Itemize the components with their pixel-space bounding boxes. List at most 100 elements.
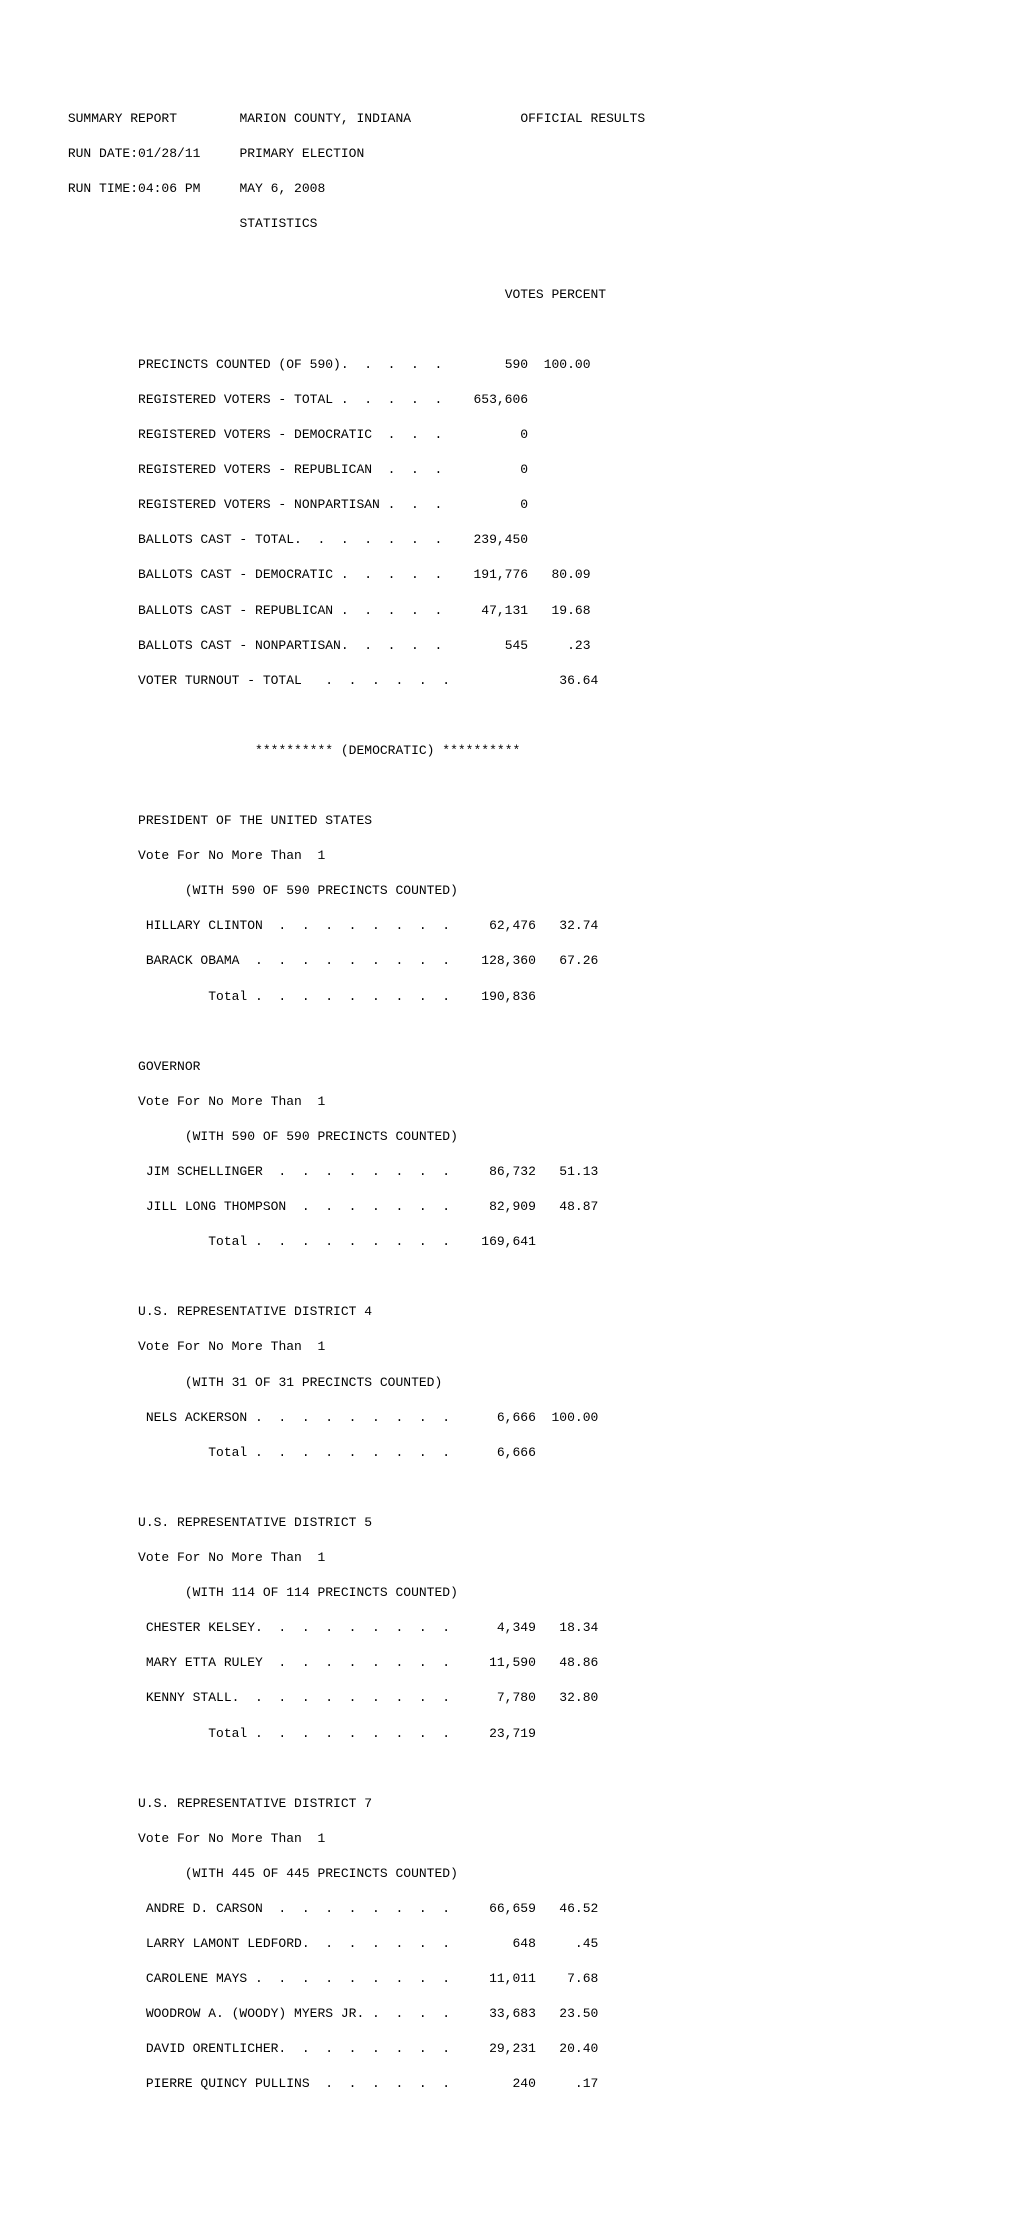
header-line-1: SUMMARY REPORT MARION COUNTY, INDIANA OF…: [60, 110, 960, 128]
kelsey-votes: 4,349: [497, 1620, 536, 1635]
orentlicher-pct: 20.40: [559, 2041, 598, 2056]
race-precincts: (WITH 31 OF 31 PRECINCTS COUNTED): [60, 1374, 960, 1392]
dist4-title: U.S. REPRESENTATIVE DISTRICT 4: [138, 1304, 372, 1319]
race-vote-for: Vote For No More Than 1: [60, 847, 960, 865]
race-vote-for: Vote For No More Than 1: [60, 1093, 960, 1111]
election-date-label: MAY 6, 2008: [239, 181, 325, 196]
dist4-vote-for: Vote For No More Than 1: [138, 1339, 325, 1354]
party-divider-text: ********** (DEMOCRATIC) **********: [255, 743, 520, 758]
schellinger-votes: 86,732: [489, 1164, 536, 1179]
orentlicher-votes: 29,231: [489, 2041, 536, 2056]
ackerson-votes: 6,666: [497, 1410, 536, 1425]
cast-dem-pct: 80.09: [551, 567, 590, 582]
myers-votes: 33,683: [489, 2006, 536, 2021]
stat-row: REGISTERED VOTERS - REPUBLICAN . . . 0: [60, 461, 960, 479]
president-vote-for: Vote For No More Than 1: [138, 848, 325, 863]
ruley-pct: 48.86: [559, 1655, 598, 1670]
candidate-row: WOODROW A. (WOODY) MYERS JR. . . . . 33,…: [60, 2005, 960, 2023]
candidate-row: JILL LONG THOMPSON . . . . . . . 82,909 …: [60, 1198, 960, 1216]
race-title: U.S. REPRESENTATIVE DISTRICT 5: [60, 1514, 960, 1532]
blank: [60, 1479, 960, 1497]
dist7-title: U.S. REPRESENTATIVE DISTRICT 7: [138, 1796, 372, 1811]
dist7-precincts: (WITH 445 OF 445 PRECINCTS COUNTED): [185, 1866, 458, 1881]
dist5-vote-for: Vote For No More Than 1: [138, 1550, 325, 1565]
cast-rep-votes: 47,131: [481, 603, 528, 618]
governor-total-votes: 169,641: [481, 1234, 536, 1249]
governor-vote-for: Vote For No More Than 1: [138, 1094, 325, 1109]
candidate-row: PIERRE QUINCY PULLINS . . . . . . 240 .1…: [60, 2075, 960, 2093]
summary-report-label: SUMMARY REPORT: [68, 111, 177, 126]
stat-row: BALLOTS CAST - REPUBLICAN . . . . . 47,1…: [60, 602, 960, 620]
race-vote-for: Vote For No More Than 1: [60, 1549, 960, 1567]
race-vote-for: Vote For No More Than 1: [60, 1338, 960, 1356]
header-line-4: STATISTICS: [60, 215, 960, 233]
reg-dem-votes: 0: [520, 427, 528, 442]
thompson-votes: 82,909: [489, 1199, 536, 1214]
race-precincts: (WITH 114 OF 114 PRECINCTS COUNTED): [60, 1584, 960, 1602]
dist4-precincts: (WITH 31 OF 31 PRECINCTS COUNTED): [185, 1375, 442, 1390]
president-precincts: (WITH 590 OF 590 PRECINCTS COUNTED): [185, 883, 458, 898]
candidate-row: NELS ACKERSON . . . . . . . . . 6,666 10…: [60, 1409, 960, 1427]
carson-votes: 66,659: [489, 1901, 536, 1916]
official-results-label: OFFICIAL RESULTS: [520, 111, 645, 126]
stat-row: REGISTERED VOTERS - TOTAL . . . . . 653,…: [60, 391, 960, 409]
dist4-total-votes: 6,666: [497, 1445, 536, 1460]
candidate-row: BARACK OBAMA . . . . . . . . . 128,360 6…: [60, 952, 960, 970]
election-type-label: PRIMARY ELECTION: [239, 146, 364, 161]
obama-pct: 67.26: [559, 953, 598, 968]
party-divider: ********** (DEMOCRATIC) **********: [60, 742, 960, 760]
votes-percent-label: VOTES PERCENT: [505, 287, 606, 302]
candidate-row: DAVID ORENTLICHER. . . . . . . . 29,231 …: [60, 2040, 960, 2058]
blank: [60, 777, 960, 795]
dist7-vote-for: Vote For No More Than 1: [138, 1831, 325, 1846]
stat-row: BALLOTS CAST - DEMOCRATIC . . . . . 191,…: [60, 566, 960, 584]
blank: [60, 1023, 960, 1041]
race-precincts: (WITH 445 OF 445 PRECINCTS COUNTED): [60, 1865, 960, 1883]
clinton-pct: 32.74: [559, 918, 598, 933]
mays-pct: 7.68: [567, 1971, 598, 1986]
total-row: Total . . . . . . . . . 190,836: [60, 988, 960, 1006]
race-title: PRESIDENT OF THE UNITED STATES: [60, 812, 960, 830]
reg-total-votes: 653,606: [473, 392, 528, 407]
total-row: Total . . . . . . . . . 169,641: [60, 1233, 960, 1251]
stat-row: PRECINCTS COUNTED (OF 590). . . . . 590 …: [60, 356, 960, 374]
county-label: MARION COUNTY, INDIANA: [239, 111, 411, 126]
ruley-votes: 11,590: [489, 1655, 536, 1670]
dist5-total-votes: 23,719: [489, 1726, 536, 1741]
candidate-row: ANDRE D. CARSON . . . . . . . . 66,659 4…: [60, 1900, 960, 1918]
carson-pct: 46.52: [559, 1901, 598, 1916]
schellinger-pct: 51.13: [559, 1164, 598, 1179]
race-vote-for: Vote For No More Than 1: [60, 1830, 960, 1848]
total-row: Total . . . . . . . . . 23,719: [60, 1725, 960, 1743]
race-precincts: (WITH 590 OF 590 PRECINCTS COUNTED): [60, 1128, 960, 1146]
thompson-pct: 48.87: [559, 1199, 598, 1214]
race-title: GOVERNOR: [60, 1058, 960, 1076]
race-title: U.S. REPRESENTATIVE DISTRICT 4: [60, 1303, 960, 1321]
turnout-pct: 36.64: [559, 673, 598, 688]
governor-precincts: (WITH 590 OF 590 PRECINCTS COUNTED): [185, 1129, 458, 1144]
dist5-precincts: (WITH 114 OF 114 PRECINCTS COUNTED): [185, 1585, 458, 1600]
stat-row: REGISTERED VOTERS - DEMOCRATIC . . . 0: [60, 426, 960, 444]
votes-percent-header: VOTES PERCENT: [60, 286, 960, 304]
candidate-row: CHESTER KELSEY. . . . . . . . . 4,349 18…: [60, 1619, 960, 1637]
myers-pct: 23.50: [559, 2006, 598, 2021]
pullins-pct: .17: [575, 2076, 598, 2091]
reg-rep-votes: 0: [520, 462, 528, 477]
cast-non-votes: 545: [505, 638, 528, 653]
run-time-label: RUN TIME:04:06 PM: [68, 181, 201, 196]
reg-non-votes: 0: [520, 497, 528, 512]
blank: [60, 1268, 960, 1286]
president-total-votes: 190,836: [481, 989, 536, 1004]
cast-rep-pct: 19.68: [552, 603, 591, 618]
header-line-2: RUN DATE:01/28/11 PRIMARY ELECTION: [60, 145, 960, 163]
cast-dem-votes: 191,776: [473, 567, 528, 582]
candidate-row: LARRY LAMONT LEDFORD. . . . . . . 648 .4…: [60, 1935, 960, 1953]
candidate-row: CAROLENE MAYS . . . . . . . . . 11,011 7…: [60, 1970, 960, 1988]
stall-pct: 32.80: [559, 1690, 598, 1705]
dist5-title: U.S. REPRESENTATIVE DISTRICT 5: [138, 1515, 372, 1530]
stat-row: BALLOTS CAST - TOTAL. . . . . . . 239,45…: [60, 531, 960, 549]
pullins-votes: 240: [512, 2076, 535, 2091]
precincts-counted-pct: 100.00: [544, 357, 591, 372]
stat-row: REGISTERED VOTERS - NONPARTISAN . . . 0: [60, 496, 960, 514]
blank: [60, 251, 960, 269]
